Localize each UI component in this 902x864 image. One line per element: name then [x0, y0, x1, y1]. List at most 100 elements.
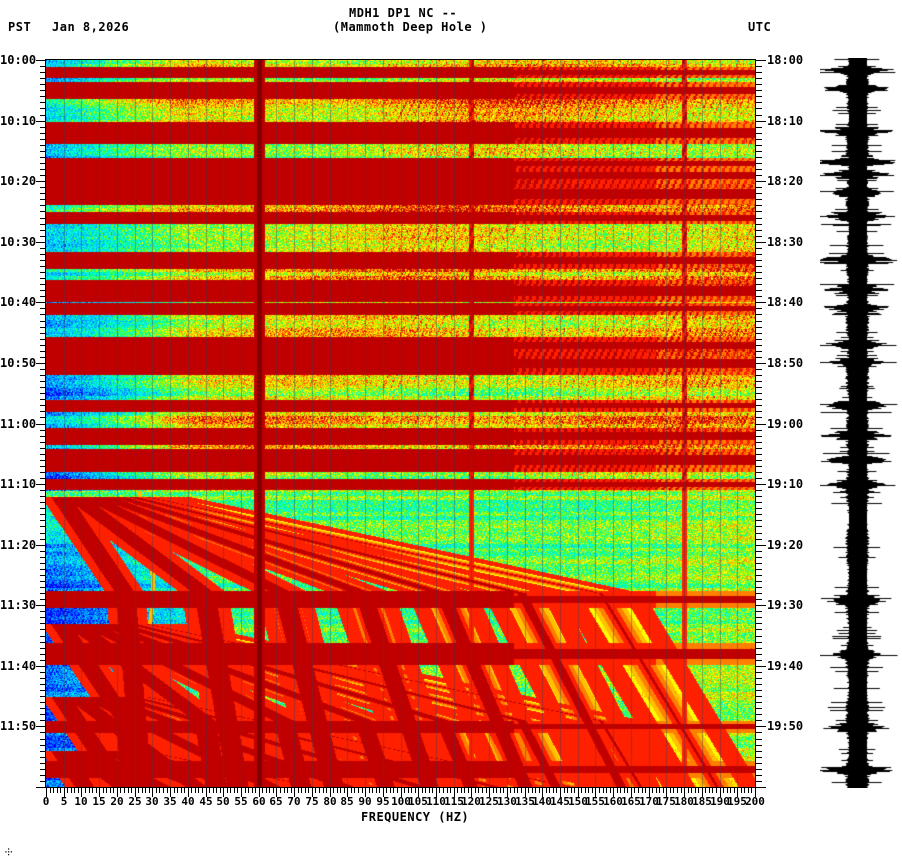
- axis-tick: [756, 696, 762, 697]
- axis-tick: [450, 788, 451, 793]
- axis-tick: [595, 788, 596, 797]
- axis-tick: [756, 490, 762, 491]
- time-label-pst: 11:20: [0, 538, 37, 552]
- axis-tick: [40, 108, 46, 109]
- axis-tick: [756, 660, 762, 661]
- axis-tick: [684, 788, 685, 797]
- axis-tick: [40, 345, 46, 346]
- axis-tick: [720, 788, 721, 797]
- axis-tick: [74, 788, 75, 793]
- axis-tick: [756, 369, 762, 370]
- frequency-label: 135: [515, 795, 535, 808]
- axis-tick: [312, 788, 313, 797]
- frequency-label: 175: [656, 795, 676, 808]
- axis-tick: [40, 557, 46, 558]
- axis-tick: [308, 788, 309, 793]
- axis-tick: [191, 788, 192, 793]
- axis-tick: [152, 788, 153, 797]
- spectrogram-plot[interactable]: [46, 60, 755, 787]
- axis-tick: [673, 788, 674, 793]
- axis-tick: [40, 757, 46, 758]
- axis-tick: [756, 460, 762, 461]
- axis-tick: [40, 211, 46, 212]
- axis-tick: [737, 788, 738, 797]
- axis-tick: [40, 690, 46, 691]
- axis-tick: [585, 788, 586, 793]
- axis-tick: [262, 788, 263, 793]
- axis-tick: [756, 175, 762, 176]
- seismogram-trace-panel[interactable]: [820, 58, 902, 788]
- axis-tick: [40, 405, 46, 406]
- axis-tick: [40, 321, 46, 322]
- axis-tick: [599, 788, 600, 793]
- time-label-pst: 10:00: [0, 53, 37, 67]
- axis-tick: [756, 745, 762, 746]
- frequency-label: 155: [585, 795, 605, 808]
- axis-tick: [40, 751, 46, 752]
- axis-tick: [756, 133, 762, 134]
- axis-tick: [571, 788, 572, 793]
- axis-tick: [581, 788, 582, 793]
- axis-tick: [149, 788, 150, 793]
- axis-tick: [436, 788, 437, 797]
- axis-tick: [756, 472, 762, 473]
- axis-tick: [40, 254, 46, 255]
- frequency-label: 100: [391, 795, 411, 808]
- axis-tick: [397, 788, 398, 793]
- axis-tick: [756, 181, 766, 182]
- axis-tick: [756, 60, 766, 61]
- axis-tick: [40, 684, 46, 685]
- axis-tick: [567, 788, 568, 793]
- axis-tick: [756, 551, 762, 552]
- axis-tick: [756, 405, 762, 406]
- axis-tick: [756, 484, 766, 485]
- axis-tick: [234, 788, 235, 793]
- axis-tick: [756, 751, 762, 752]
- axis-tick: [135, 788, 136, 797]
- axis-tick: [40, 333, 46, 334]
- frequency-label: 25: [128, 795, 142, 808]
- axis-tick: [627, 788, 628, 793]
- axis-tick: [756, 708, 762, 709]
- axis-tick: [393, 788, 394, 793]
- time-label-utc: 19:20: [767, 538, 804, 552]
- axis-tick: [237, 788, 238, 793]
- axis-tick: [113, 788, 114, 793]
- axis-tick: [131, 788, 132, 793]
- axis-tick: [362, 788, 363, 793]
- axis-tick: [40, 375, 46, 376]
- frequency-axis-title: FREQUENCY (HZ): [361, 810, 470, 824]
- axis-tick: [40, 127, 46, 128]
- axis-tick: [756, 314, 762, 315]
- axis-tick: [712, 788, 713, 793]
- axis-tick: [578, 788, 579, 797]
- axis-tick: [756, 757, 762, 758]
- axis-tick: [40, 411, 46, 412]
- axis-tick: [539, 788, 540, 793]
- axis-tick: [96, 788, 97, 793]
- axis-tick: [631, 788, 632, 797]
- axis-tick: [216, 788, 217, 793]
- axis-tick: [99, 788, 100, 797]
- axis-tick: [40, 145, 46, 146]
- axis-tick: [645, 788, 646, 793]
- axis-tick: [542, 788, 543, 797]
- axis-tick: [756, 623, 762, 624]
- axis-tick: [756, 363, 766, 364]
- axis-tick: [425, 788, 426, 793]
- frequency-label: 65: [269, 795, 283, 808]
- axis-tick: [40, 769, 46, 770]
- frequency-label: 190: [710, 795, 730, 808]
- axis-tick: [756, 654, 762, 655]
- axis-tick: [408, 788, 409, 793]
- axis-tick: [532, 788, 533, 793]
- time-label-pst: 10:30: [0, 235, 37, 249]
- axis-tick: [493, 788, 494, 793]
- axis-tick: [40, 218, 46, 219]
- axis-tick: [756, 605, 766, 606]
- time-label-pst: 10:40: [0, 295, 37, 309]
- axis-tick: [40, 551, 46, 552]
- axis-tick: [756, 230, 762, 231]
- axis-tick: [40, 581, 46, 582]
- axis-tick: [756, 139, 762, 140]
